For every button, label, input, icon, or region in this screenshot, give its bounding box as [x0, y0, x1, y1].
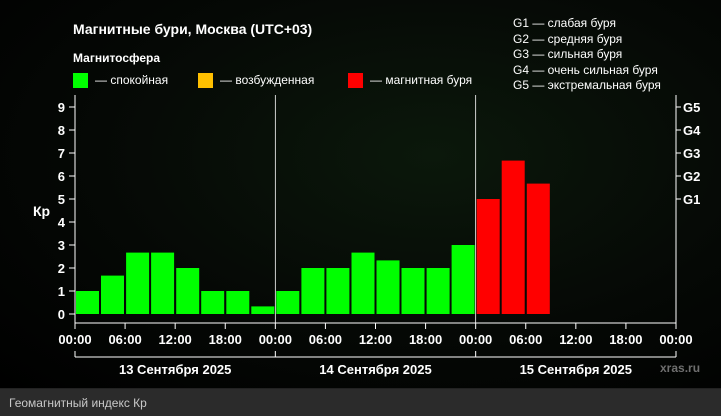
legend-swatch-storm: [348, 73, 363, 88]
y-axis-label: Кр: [33, 203, 51, 219]
kp-bar: [451, 245, 475, 314]
x-tick-label: 00:00: [659, 332, 692, 347]
x-tick-label: 12:00: [359, 332, 392, 347]
legend-label-calm: — спокойная: [95, 73, 169, 87]
g-legend-item: G4 — очень сильная буря: [513, 63, 658, 77]
kp-bar: [251, 306, 275, 314]
chart-subtitle: Магнитосфера: [73, 51, 161, 65]
g-legend-item: G5 — экстремальная буря: [513, 78, 661, 92]
x-tick-label: 00:00: [58, 332, 91, 347]
x-tick-label: 06:00: [309, 332, 342, 347]
kp-bar: [151, 252, 175, 314]
kp-bar: [401, 268, 425, 314]
kp-bar: [226, 291, 250, 314]
kp-bar: [376, 260, 400, 314]
kp-bar: [326, 268, 350, 314]
legend-label-storm: — магнитная буря: [370, 73, 473, 87]
chart-panel: Магнитные бури, Москва (UTC+03) Магнитос…: [0, 0, 721, 389]
y-tick-label: 8: [58, 123, 65, 138]
y-tick-label: 6: [58, 169, 65, 184]
g-tick-label: G2: [683, 169, 700, 184]
y-tick-label: 3: [58, 238, 65, 253]
x-tick-label: 06:00: [108, 332, 141, 347]
y-tick-label: 1: [58, 284, 65, 299]
y-tick-label: 0: [58, 307, 65, 322]
day-label: 13 Сентября 2025: [119, 362, 231, 377]
x-tick-label: 06:00: [509, 332, 542, 347]
x-tick-label: 12:00: [159, 332, 192, 347]
legend-label-excited: — возбужденная: [220, 73, 315, 87]
legend-swatch-excited: [198, 73, 213, 88]
g-tick-label: G4: [683, 123, 701, 138]
x-tick-label: 00:00: [259, 332, 292, 347]
kp-chart: 0 1 2 3 4 5 6 7 8 9 G1 G2 G3 G4 G5 00:00 06:00 12:00 18:00…: [58, 95, 701, 377]
g-legend-item: G3 — сильная буря: [513, 47, 623, 61]
kp-bar: [176, 268, 200, 314]
kp-bar: [351, 252, 375, 314]
kp-bar: [201, 291, 225, 314]
kp-bar: [426, 268, 450, 314]
x-tick-label: 12:00: [559, 332, 592, 347]
day-label: 14 Сентября 2025: [319, 362, 431, 377]
kp-bar: [501, 160, 525, 314]
x-tick-label: 18:00: [209, 332, 242, 347]
x-tick-label: 18:00: [409, 332, 442, 347]
g-tick-label: G3: [683, 146, 700, 161]
g-legend-item: G2 — средняя буря: [513, 32, 623, 46]
y-tick-label: 9: [58, 100, 65, 115]
y-tick-label: 2: [58, 261, 65, 276]
kp-bar: [76, 291, 99, 314]
watermark: xras.ru: [660, 361, 701, 375]
kp-bar: [476, 199, 500, 314]
kp-bar: [126, 252, 150, 314]
x-tick-label: 18:00: [609, 332, 642, 347]
g-tick-label: G5: [683, 100, 700, 115]
y-tick-label: 5: [58, 192, 65, 207]
kp-bar: [526, 183, 550, 314]
x-tick-label: 00:00: [459, 332, 492, 347]
kp-bar: [276, 291, 300, 314]
y-tick-label: 7: [58, 146, 65, 161]
day-label: 15 Сентября 2025: [520, 362, 632, 377]
g-tick-label: G1: [683, 192, 700, 207]
kp-bar: [301, 268, 325, 314]
g-legend-item: G1 — слабая буря: [513, 16, 616, 30]
chart-title: Магнитные бури, Москва (UTC+03): [73, 21, 313, 37]
y-tick-label: 4: [58, 215, 66, 230]
caption: Геомагнитный индекс Кр: [9, 396, 147, 410]
kp-bar: [101, 275, 124, 314]
legend-swatch-calm: [73, 73, 88, 88]
